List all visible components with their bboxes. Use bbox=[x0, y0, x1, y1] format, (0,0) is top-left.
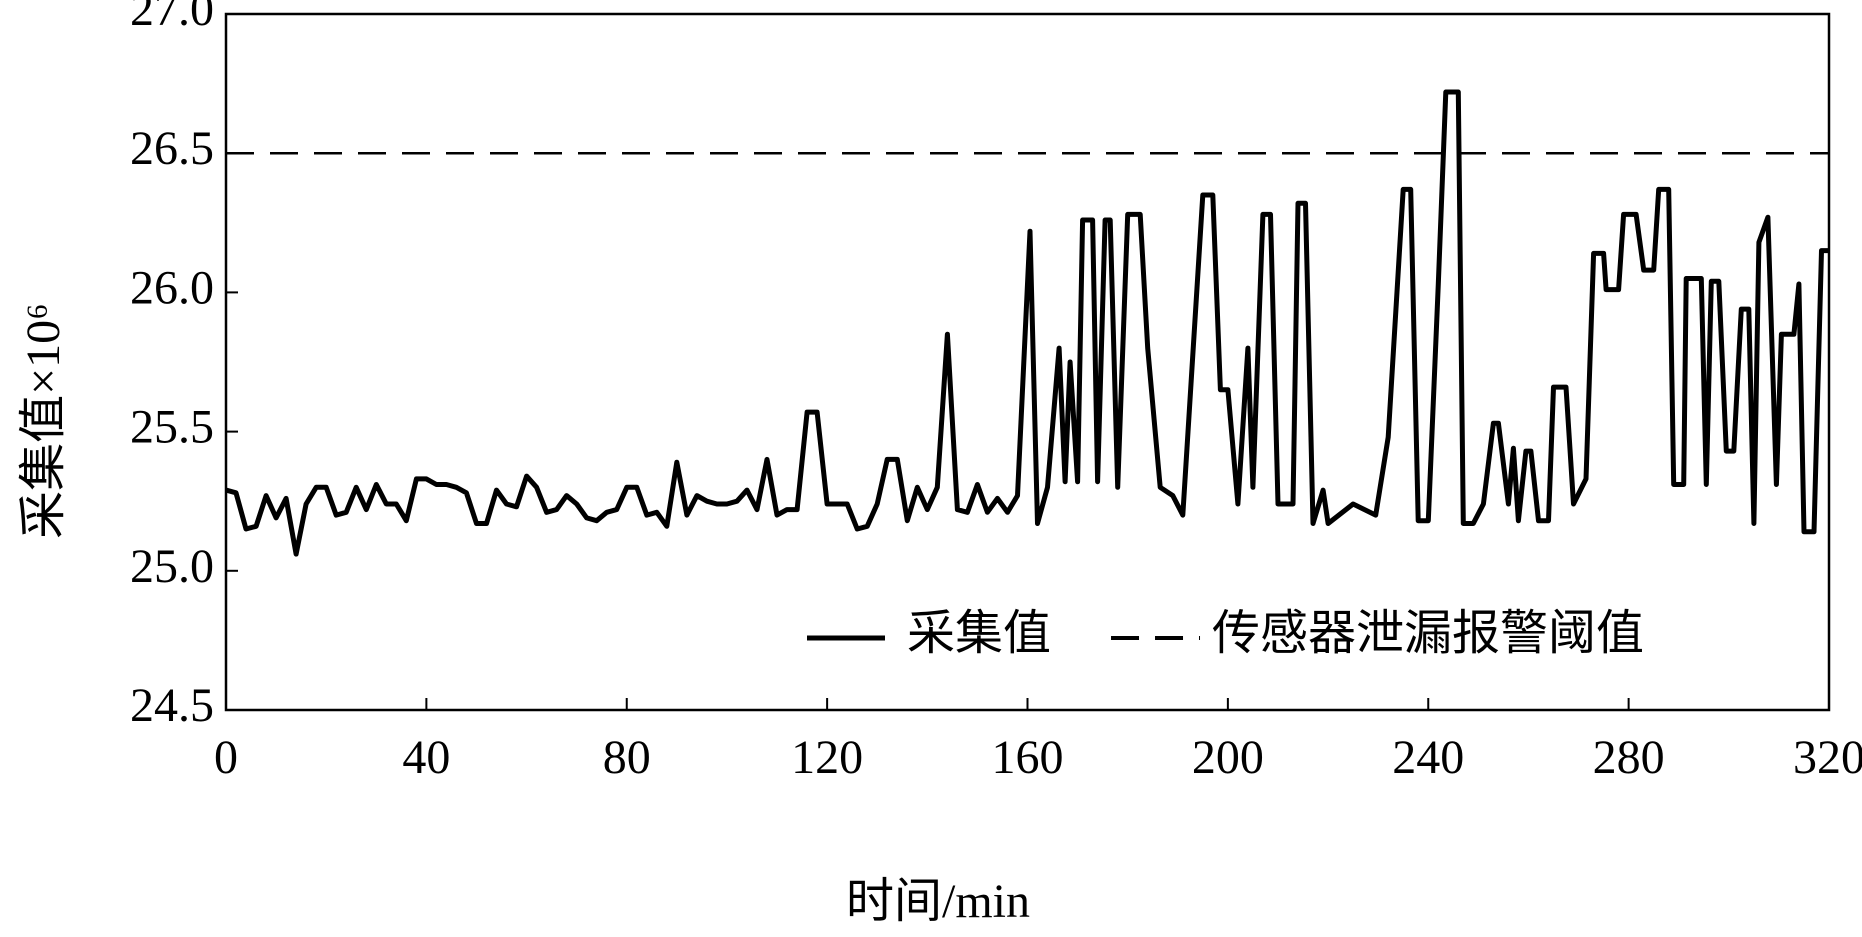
x-axis-label: 时间/min bbox=[846, 875, 1030, 928]
x-tick-label: 320 bbox=[1793, 731, 1862, 784]
x-tick-label: 280 bbox=[1593, 731, 1665, 784]
y-tick-label: 25.0 bbox=[130, 540, 214, 593]
y-tick-label: 26.0 bbox=[130, 261, 214, 314]
legend-label: 传感器泄漏报警阈值 bbox=[1212, 607, 1644, 660]
x-tick-label: 80 bbox=[603, 731, 651, 784]
y-axis-label: 采集值×10⁶ bbox=[17, 303, 70, 539]
y-tick-label: 27.0 bbox=[130, 0, 214, 36]
y-tick-label: 26.5 bbox=[130, 122, 214, 175]
x-tick-label: 40 bbox=[402, 731, 450, 784]
x-tick-label: 160 bbox=[992, 731, 1064, 784]
y-tick-label: 25.5 bbox=[130, 401, 214, 454]
legend-label: 采集值 bbox=[907, 607, 1051, 660]
y-tick-label: 24.5 bbox=[130, 679, 214, 732]
x-tick-label: 0 bbox=[214, 731, 238, 784]
x-tick-label: 120 bbox=[791, 731, 863, 784]
x-tick-label: 200 bbox=[1192, 731, 1264, 784]
x-tick-label: 240 bbox=[1392, 731, 1464, 784]
data-line bbox=[225, 89, 1829, 557]
